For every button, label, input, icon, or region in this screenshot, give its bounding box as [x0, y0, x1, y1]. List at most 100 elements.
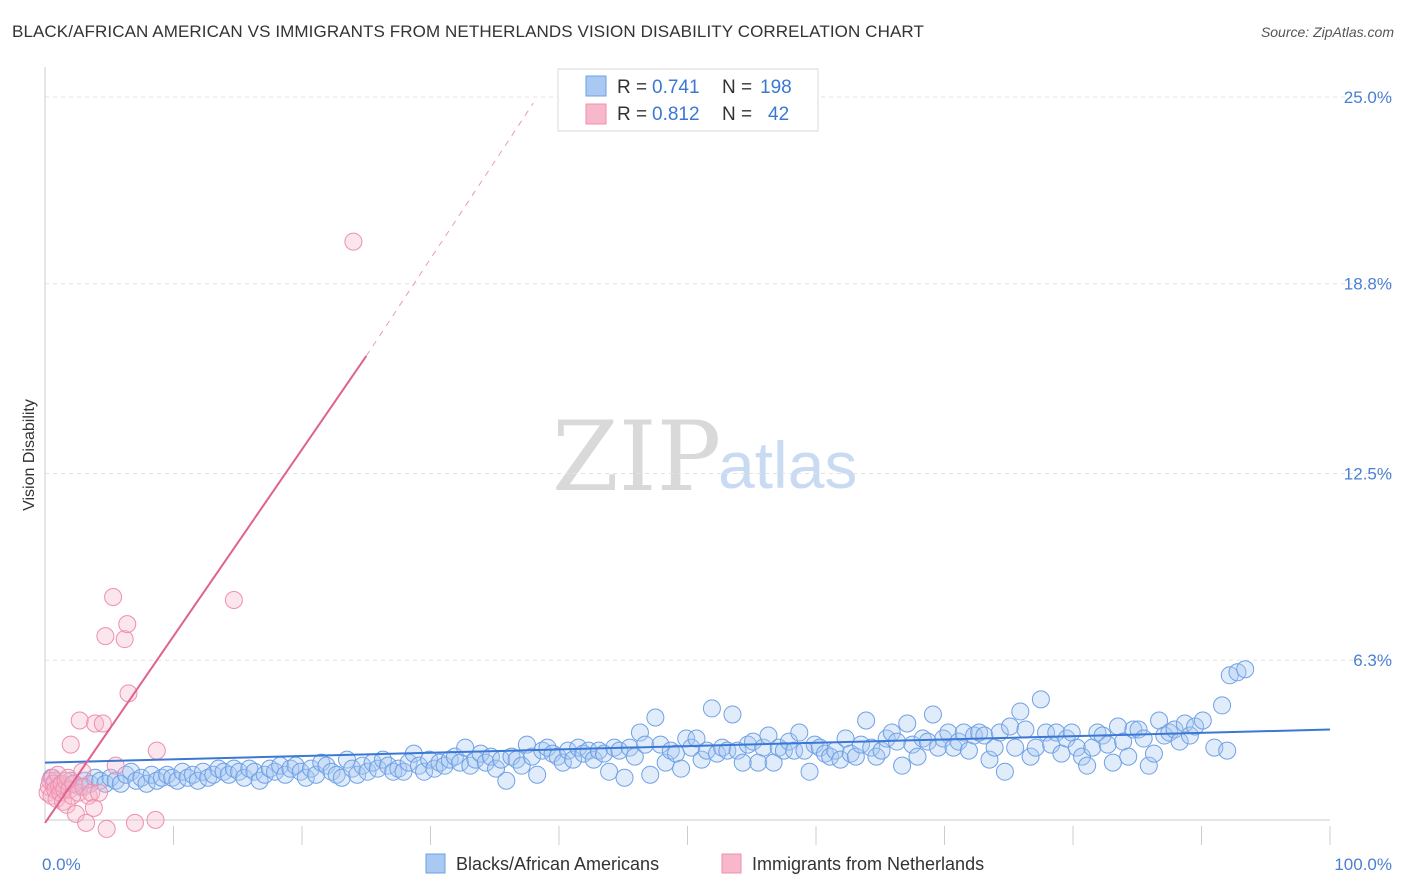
data-point-blacks — [528, 765, 547, 784]
data-point-blacks — [995, 762, 1014, 781]
data-point-blacks — [923, 705, 942, 724]
data-point-blacks — [1108, 717, 1127, 736]
data-point-blacks — [641, 765, 660, 784]
data-point-blacks — [512, 756, 531, 775]
data-point-blacks — [954, 723, 973, 742]
data-point-blacks — [1134, 729, 1153, 748]
data-point-blacks — [1119, 747, 1138, 766]
data-point-blacks — [600, 762, 619, 781]
data-point-blacks — [430, 753, 449, 772]
data-point-blacks — [949, 732, 968, 751]
data-point-blacks — [379, 756, 398, 775]
grid — [45, 96, 1392, 661]
data-point-netherlands — [66, 804, 85, 823]
data-point-blacks — [898, 714, 917, 733]
data-point-blacks — [199, 768, 218, 787]
data-point-blacks — [805, 735, 824, 754]
y-tick-label: 18.8% — [1344, 275, 1392, 294]
data-point-blacks — [106, 771, 125, 790]
data-point-blacks — [821, 747, 840, 766]
data-point-blacks — [1062, 723, 1081, 742]
data-point-blacks — [296, 768, 315, 787]
data-point-netherlands — [77, 813, 96, 832]
data-point-netherlands — [118, 615, 137, 634]
data-point-blacks — [1001, 717, 1020, 736]
legend-n-value: 42 — [768, 104, 789, 125]
data-point-blacks — [1218, 741, 1237, 760]
data-point-blacks — [127, 771, 146, 790]
data-point-blacks — [415, 762, 434, 781]
data-point-blacks — [733, 753, 752, 772]
data-point-blacks — [158, 765, 177, 784]
data-point-blacks — [630, 723, 649, 742]
data-point-blacks — [862, 738, 881, 757]
data-point-netherlands — [344, 232, 363, 251]
data-point-netherlands — [146, 810, 165, 829]
data-point-blacks — [666, 744, 685, 763]
data-point-blacks — [831, 750, 850, 769]
data-point-blacks — [173, 762, 192, 781]
data-point-blacks — [918, 732, 937, 751]
data-point-blacks — [245, 762, 264, 781]
legend-r-value: 0.741 — [652, 77, 700, 98]
bottom-legend-swatch-blue — [425, 853, 446, 874]
data-point-blacks — [553, 753, 572, 772]
data-point-blacks — [1103, 753, 1122, 772]
data-point-blacks — [1236, 660, 1255, 679]
data-point-blacks — [980, 750, 999, 769]
data-point-blacks — [353, 756, 372, 775]
data-point-blacks — [1180, 726, 1199, 745]
bottom-legend-label: Immigrants from Netherlands — [752, 854, 984, 874]
stats-legend: R = 0.741 N = 198 R = 0.812 N = 42 — [557, 68, 819, 132]
data-point-blacks — [394, 762, 413, 781]
data-point-netherlands — [97, 819, 116, 838]
series-blacks-points — [42, 660, 1255, 796]
data-point-netherlands — [89, 783, 108, 802]
data-point-blacks — [116, 765, 135, 784]
data-point-blacks — [1088, 723, 1107, 742]
data-point-blacks — [1057, 729, 1076, 748]
data-point-blacks — [101, 768, 120, 787]
legend-swatch-blue — [585, 75, 607, 97]
data-point-blacks — [1213, 696, 1232, 715]
data-point-blacks — [744, 732, 763, 751]
watermark-zip: ZIP — [552, 401, 721, 513]
data-point-blacks — [1098, 735, 1117, 754]
data-point-blacks — [163, 768, 182, 787]
data-point-blacks — [538, 738, 557, 757]
data-point-blacks — [682, 738, 701, 757]
legend-swatch-pink — [585, 103, 607, 125]
data-point-netherlands — [93, 714, 112, 733]
data-point-netherlands — [86, 714, 105, 733]
legend-n-value: 198 — [760, 77, 792, 98]
legend-r-value: 0.812 — [652, 104, 700, 125]
tick-labels: 6.3% 12.5% 18.8% 25.0% 0.0% 100.0% — [42, 88, 1392, 874]
data-point-blacks — [276, 765, 295, 784]
data-point-blacks — [307, 765, 326, 784]
data-point-blacks — [780, 732, 799, 751]
data-point-blacks — [476, 753, 495, 772]
data-point-blacks — [142, 765, 161, 784]
data-point-blacks — [785, 741, 804, 760]
data-point-blacks — [959, 741, 978, 760]
data-point-blacks — [178, 768, 197, 787]
series-legend: Blacks/African Americans Immigrants from… — [425, 853, 984, 874]
data-point-blacks — [893, 756, 912, 775]
data-point-blacks — [718, 741, 737, 760]
data-point-blacks — [584, 750, 603, 769]
data-point-blacks — [137, 774, 156, 793]
data-point-blacks — [111, 774, 130, 793]
data-point-netherlands — [96, 627, 115, 646]
data-point-blacks — [209, 759, 228, 778]
data-point-blacks — [266, 762, 285, 781]
data-point-blacks — [564, 750, 583, 769]
data-point-blacks — [548, 747, 567, 766]
data-point-blacks — [255, 765, 274, 784]
y-tick-label: 25.0% — [1344, 88, 1392, 107]
data-point-blacks — [440, 750, 459, 769]
data-point-blacks — [610, 741, 629, 760]
data-point-blacks — [990, 723, 1009, 742]
data-point-blacks — [461, 756, 480, 775]
data-point-blacks — [327, 765, 346, 784]
